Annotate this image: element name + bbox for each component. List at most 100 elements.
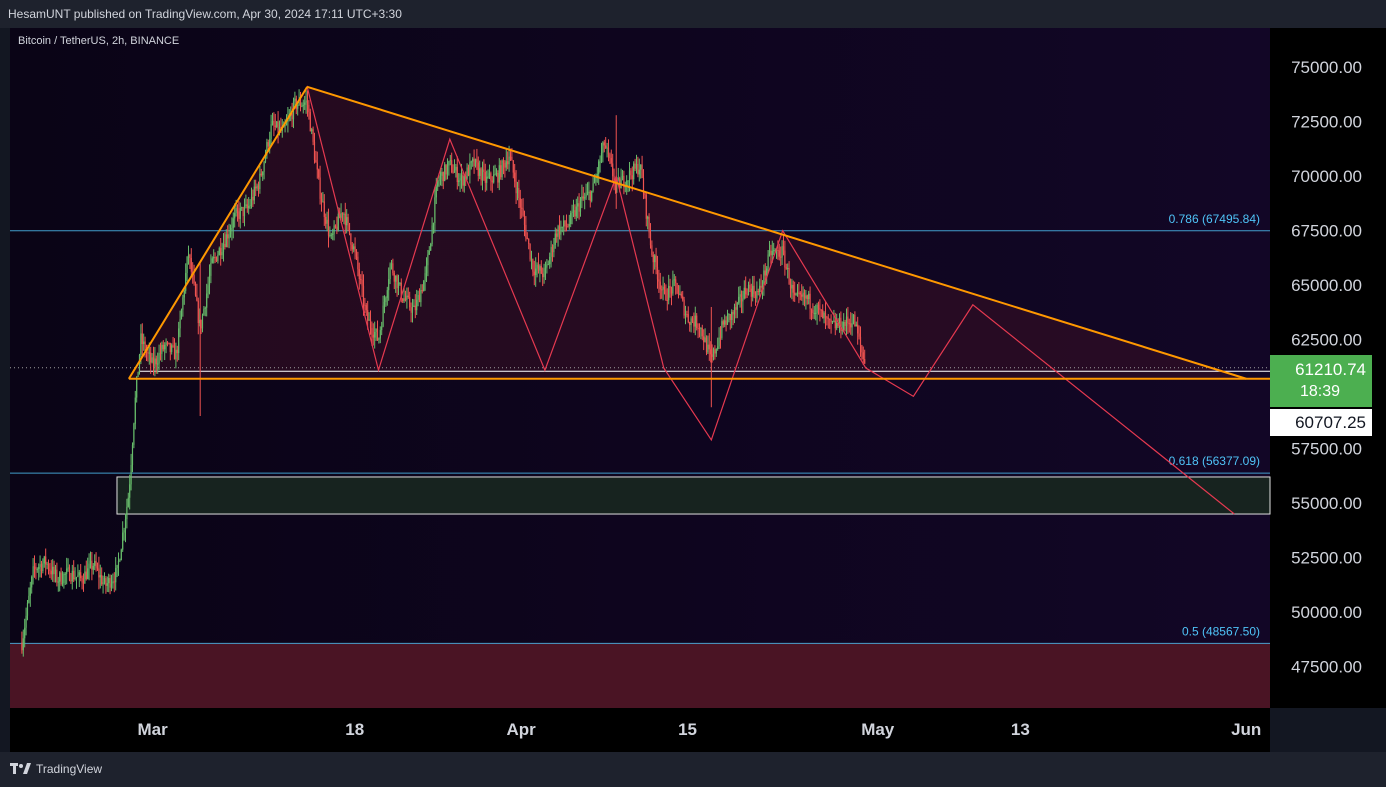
candle-body-87: [143, 341, 145, 345]
candle-body-281: [414, 305, 416, 311]
candle-body-502: [724, 320, 726, 325]
candle-body-562: [808, 293, 810, 300]
candle-body-391: [568, 224, 570, 227]
price-chart[interactable]: 0.786 (67495.84) 0.618 (56377.09) 0.5 (485…: [0, 28, 1386, 752]
candle-body-344: [502, 160, 505, 163]
candle-body-214: [320, 198, 323, 202]
candle-body-323: [473, 158, 475, 166]
candle-body-213: [319, 177, 321, 199]
candle-body-56: [99, 575, 101, 578]
candle-body-521: [750, 288, 752, 297]
candle-body-434: [628, 170, 631, 181]
candle-body-331: [484, 171, 486, 183]
candle-body-578: [830, 319, 832, 323]
tradingview-logo[interactable]: TradingView: [10, 762, 102, 776]
candle-body-81: [134, 397, 136, 424]
candle-body-98: [158, 353, 160, 364]
candle-body-420: [609, 154, 611, 159]
candle-body-531: [764, 270, 766, 276]
candle-body-515: [742, 298, 744, 302]
candle-body-426: [617, 178, 619, 180]
candle-body-55: [98, 568, 100, 578]
candle-body-299: [439, 175, 442, 180]
candle-body-380: [553, 244, 555, 253]
candle-body-385: [560, 226, 562, 235]
candle-body-550: [791, 284, 793, 289]
candle-body-559: [803, 292, 806, 299]
candle-body-386: [561, 226, 563, 228]
candle-body-124: [194, 283, 197, 296]
candle-body-382: [556, 233, 558, 237]
price-tick-7: 55000.00: [1291, 494, 1362, 513]
candle-body-548: [788, 267, 790, 284]
candle-body-3: [25, 615, 27, 628]
candle-body-408: [592, 183, 594, 191]
candle-body-106: [169, 342, 171, 352]
candle-body-258: [382, 305, 384, 327]
time-axis[interactable]: Mar 18 Apr 15 May 13 Jun: [138, 720, 1262, 739]
candle-body-27: [59, 572, 61, 582]
candle-body-345: [504, 162, 506, 168]
candle-body-460: [665, 289, 667, 301]
candle-body-33: [67, 567, 69, 569]
candle-body-77: [129, 484, 131, 498]
candle-body-497: [717, 346, 719, 350]
candle-body-570: [819, 308, 821, 310]
candle-body-292: [430, 244, 432, 251]
candle-body-91: [148, 352, 150, 354]
candle-body-57: [101, 575, 103, 585]
candle-body-137: [213, 256, 215, 259]
time-axis-background: [10, 708, 1270, 752]
candle-body-14: [40, 564, 43, 572]
candle-body-472: [682, 296, 684, 300]
candle-body-150: [231, 227, 233, 231]
candle-body-105: [168, 342, 170, 344]
lower-zone: [10, 643, 1270, 708]
candle-body-481: [694, 315, 696, 327]
candle-body-405: [588, 191, 590, 193]
candle-body-95: [154, 358, 156, 367]
candle-body-368: [536, 264, 538, 269]
candle-body-378: [550, 247, 552, 257]
candle-body-20: [49, 569, 51, 571]
candle-body-173: [263, 161, 265, 172]
tradingview-logo-icon: [10, 763, 31, 774]
candle-body-298: [438, 179, 440, 181]
candle-body-538: [774, 250, 776, 252]
candle-body-510: [735, 307, 737, 310]
candle-body-232: [346, 217, 348, 226]
candle-body-268: [396, 275, 398, 289]
candle-body-580: [833, 320, 835, 322]
candle-body-285: [420, 290, 422, 303]
candle-body-255: [378, 338, 380, 340]
candle-body-252: [374, 331, 376, 338]
candle-body-5: [28, 595, 30, 603]
candle-body-316: [463, 176, 465, 186]
candle-body-416: [603, 142, 605, 146]
candle-body-108: [172, 345, 174, 347]
candle-body-566: [813, 312, 815, 314]
candle-body-407: [591, 190, 593, 201]
candle-body-535: [770, 250, 772, 256]
candle-body-15: [42, 563, 44, 572]
candle-body-468: [676, 283, 678, 294]
candle-body-29: [61, 583, 64, 585]
candle-body-175: [266, 142, 268, 156]
candle-body-70: [119, 560, 121, 562]
triangle-left-edge: [128, 86, 309, 380]
candle-body-431: [624, 186, 626, 188]
candle-body-563: [809, 293, 811, 309]
candle-body-602: [864, 358, 866, 364]
price-axis[interactable]: 75000.00 72500.00 70000.00 67500.00 65000.00…: [1291, 58, 1362, 676]
candle-body-503: [725, 320, 727, 325]
candle-body-518: [746, 294, 748, 296]
candle-body-176: [267, 142, 269, 147]
candle-body-85: [140, 333, 142, 355]
candle-body-174: [264, 155, 267, 162]
candle-body-436: [631, 175, 633, 180]
candle-body-65: [112, 581, 114, 584]
candle-body-35: [70, 580, 72, 582]
candle-body-598: [858, 333, 860, 337]
candle-body-393: [571, 212, 573, 214]
candle-body-212: [318, 169, 320, 178]
